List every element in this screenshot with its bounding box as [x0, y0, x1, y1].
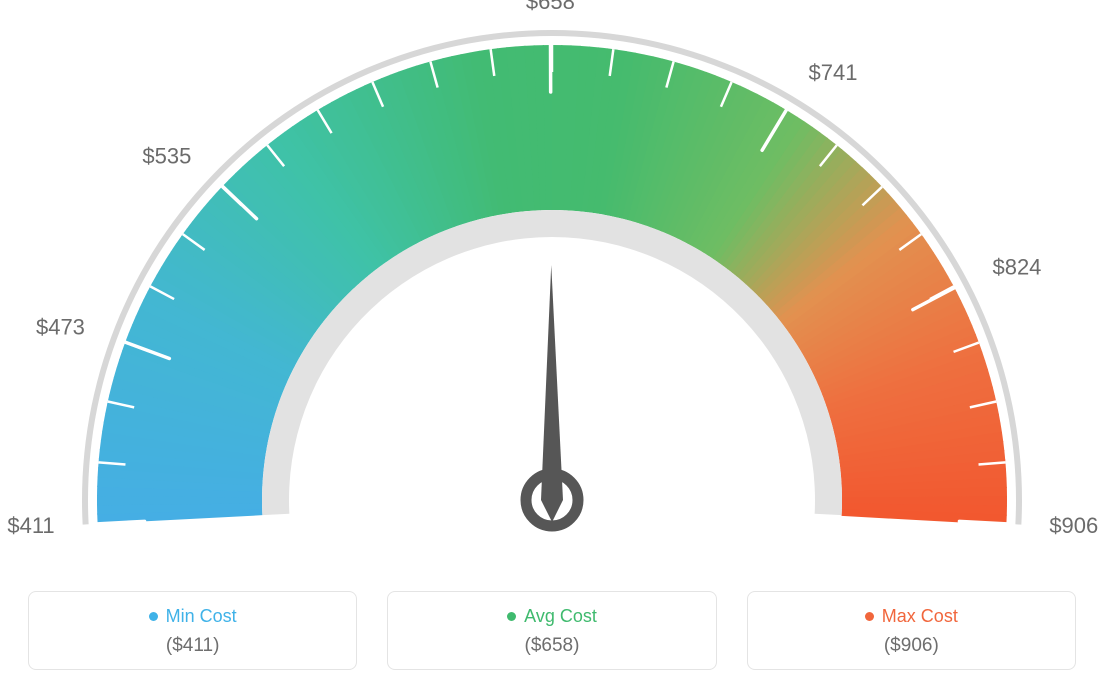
legend-card-min: Min Cost ($411) [28, 591, 357, 670]
legend-avg-header: Avg Cost [388, 606, 715, 627]
legend-card-max: Max Cost ($906) [747, 591, 1076, 670]
legend-min-label: Min Cost [166, 606, 237, 627]
cost-gauge-chart: $411 $473 $535 $658 $741 $824 $906 [0, 0, 1104, 560]
legend-max-label: Max Cost [882, 606, 958, 627]
legend-min-dot-icon [149, 612, 158, 621]
legend-avg-dot-icon [507, 612, 516, 621]
legend-avg-value: ($658) [388, 635, 715, 657]
legend-max-dot-icon [865, 612, 874, 621]
gauge-tick-label: $906 [1049, 513, 1098, 538]
legend-min-value: ($411) [29, 635, 356, 657]
legend-max-value: ($906) [748, 635, 1075, 657]
gauge-tick-label: $658 [526, 0, 575, 14]
gauge-svg: $411 $473 $535 $658 $741 $824 $906 [0, 0, 1104, 560]
gauge-tick-label: $741 [808, 60, 857, 85]
legend-max-header: Max Cost [748, 606, 1075, 627]
legend-card-avg: Avg Cost ($658) [387, 591, 716, 670]
legend-min-header: Min Cost [29, 606, 356, 627]
gauge-tick-label: $535 [142, 144, 191, 169]
gauge-tick-label: $473 [36, 314, 85, 339]
legend-avg-label: Avg Cost [524, 606, 597, 627]
legend-row: Min Cost ($411) Avg Cost ($658) Max Cost… [0, 591, 1104, 670]
gauge-tick-label: $411 [7, 513, 54, 538]
gauge-tick-label: $824 [992, 255, 1041, 280]
